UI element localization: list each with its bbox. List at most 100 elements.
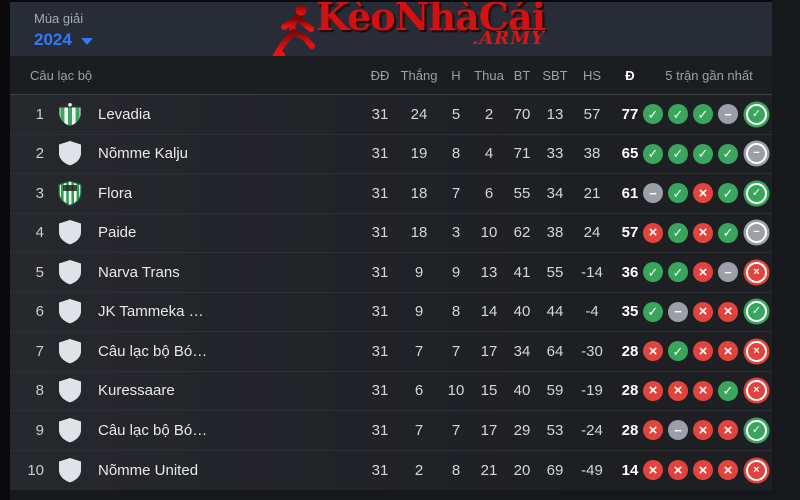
form-cell: × × × × × xyxy=(643,459,772,481)
points-value: 61 xyxy=(621,184,639,202)
points-value: 28 xyxy=(621,382,639,400)
draws-value: 7 xyxy=(451,342,461,360)
draws-value: 8 xyxy=(451,145,461,163)
wins-value: 7 xyxy=(414,342,424,360)
losses-value: 4 xyxy=(484,145,494,163)
draw-icon: − xyxy=(718,262,738,283)
draw-icon: − xyxy=(668,420,688,441)
played-value: 31 xyxy=(371,263,389,281)
win-icon: ✓ xyxy=(718,183,738,204)
club-cell[interactable]: 10 Nõmme United xyxy=(10,457,360,484)
goals-against-value: 33 xyxy=(546,145,564,163)
club-cell[interactable]: 2 Nõmme Kalju xyxy=(10,140,360,167)
table-row[interactable]: 2 Nõmme Kalju 31 19 8 4 71 33 38 65 ✓ ✓ ✓ ✓… xyxy=(10,134,772,174)
table-row[interactable]: 4 Paide 31 18 3 10 62 38 24 57 × ✓ × ✓ − xyxy=(10,213,772,253)
form-cell: × × × ✓ × xyxy=(643,380,772,402)
table-header-row: Câu lạc bộ ĐĐ Thắng H Thua BT SBT HS Đ 5… xyxy=(10,56,772,95)
win-icon: ✓ xyxy=(746,301,767,323)
wins-value: 18 xyxy=(410,224,428,242)
losses-value: 21 xyxy=(480,461,498,479)
header-goal-diff: HS xyxy=(582,67,602,83)
table-row[interactable]: 3 Flora 31 18 7 6 55 34 21 61 − ✓ × ✓ ✓ xyxy=(10,174,772,214)
loss-icon: × xyxy=(746,459,767,481)
points-value: 65 xyxy=(621,145,639,163)
table-row[interactable]: 9 Câu lạc bộ Bó… 31 7 7 17 29 53 -24 28 … xyxy=(10,411,772,451)
club-crest-icon xyxy=(57,219,83,246)
club-cell[interactable]: 9 Câu lạc bộ Bó… xyxy=(10,417,360,444)
played-value: 31 xyxy=(371,382,389,400)
played-value: 31 xyxy=(371,303,389,321)
win-icon: ✓ xyxy=(718,143,738,164)
goal-diff-value: -24 xyxy=(581,421,603,439)
club-name: Narva Trans xyxy=(98,263,180,281)
chevron-down-icon[interactable] xyxy=(80,37,93,45)
win-icon: ✓ xyxy=(746,419,767,441)
club-cell[interactable]: 3 Flora xyxy=(10,180,360,207)
form-cell: × − × × ✓ xyxy=(643,419,772,441)
form-cell: − ✓ × ✓ ✓ xyxy=(643,182,772,204)
loss-icon: × xyxy=(643,420,663,441)
win-icon: ✓ xyxy=(718,380,738,401)
form-cell: ✓ ✓ × − × xyxy=(643,261,772,283)
wins-value: 9 xyxy=(414,303,424,321)
win-icon: ✓ xyxy=(668,262,688,283)
draws-value: 8 xyxy=(451,461,461,479)
club-cell[interactable]: 8 Kuressaare xyxy=(10,377,360,404)
wins-value: 9 xyxy=(414,263,424,281)
draw-icon: − xyxy=(718,104,738,125)
loss-icon: × xyxy=(693,420,713,441)
wins-value: 6 xyxy=(414,382,424,400)
brand-name: KèoNhàCái xyxy=(316,0,546,39)
goals-against-value: 55 xyxy=(546,263,564,281)
header-points: Đ xyxy=(625,67,635,83)
club-name: Kuressaare xyxy=(98,382,175,400)
club-name: Nõmme Kalju xyxy=(98,145,189,163)
draws-value: 8 xyxy=(451,303,461,321)
club-cell[interactable]: 5 Narva Trans xyxy=(10,259,360,286)
losses-value: 17 xyxy=(480,421,498,439)
club-name: Paide xyxy=(98,224,137,242)
table-row[interactable]: 6 JK Tammeka … 31 9 8 14 40 44 -4 35 ✓ − ×… xyxy=(10,292,772,332)
goals-for-value: 20 xyxy=(513,461,531,479)
table-row[interactable]: 7 Câu lạc bộ Bó… 31 7 7 17 34 64 -30 28 … xyxy=(10,332,772,372)
club-cell[interactable]: 7 Câu lạc bộ Bó… xyxy=(10,338,360,365)
loss-icon: × xyxy=(718,460,738,481)
goals-against-value: 59 xyxy=(546,382,564,400)
loss-icon: × xyxy=(746,340,767,362)
table-row[interactable]: 5 Narva Trans 31 9 9 13 41 55 -14 36 ✓ ✓ ×… xyxy=(10,253,772,293)
table-row[interactable]: 10 Nõmme United 31 2 8 21 20 69 -49 14 ×… xyxy=(10,450,772,490)
club-cell[interactable]: 6 JK Tammeka … xyxy=(10,298,360,325)
standings-widget: Mùa giải 2024 xyxy=(10,0,772,490)
goals-for-value: 70 xyxy=(513,105,531,123)
points-value: 57 xyxy=(621,224,639,242)
goal-diff-value: -30 xyxy=(581,342,603,360)
draws-value: 3 xyxy=(451,224,461,242)
rank-label: 1 xyxy=(35,105,44,123)
season-value[interactable]: 2024 xyxy=(34,30,72,49)
draws-value: 10 xyxy=(447,382,465,400)
wins-value: 2 xyxy=(414,461,424,479)
goals-for-value: 41 xyxy=(513,263,531,281)
points-value: 14 xyxy=(621,461,639,479)
losses-value: 2 xyxy=(484,105,494,123)
table-row[interactable]: 1 Levadia 31 24 5 2 70 13 57 77 ✓ ✓ ✓ − ✓ xyxy=(10,95,772,135)
table-row[interactable]: 8 Kuressaare 31 6 10 15 40 59 -19 28 × × ×… xyxy=(10,371,772,411)
draw-icon: − xyxy=(643,183,663,204)
goal-diff-value: -19 xyxy=(581,382,603,400)
loss-icon: × xyxy=(668,380,688,401)
draws-value: 9 xyxy=(451,263,461,281)
points-value: 28 xyxy=(621,421,639,439)
season-selector[interactable]: Mùa giải 2024 xyxy=(34,11,93,50)
club-cell[interactable]: 1 Levadia xyxy=(10,101,360,128)
losses-value: 6 xyxy=(484,184,494,202)
brand-text: KèoNhàCái .ARMY xyxy=(316,0,546,49)
loss-icon: × xyxy=(746,261,767,283)
played-value: 31 xyxy=(371,184,389,202)
club-crest-icon xyxy=(57,140,83,167)
loss-icon: × xyxy=(718,301,738,322)
season-dropdown[interactable]: 2024 xyxy=(34,30,93,50)
win-icon: ✓ xyxy=(668,222,688,243)
club-cell[interactable]: 4 Paide xyxy=(10,219,360,246)
points-value: 77 xyxy=(621,105,639,123)
club-crest-icon xyxy=(57,417,83,444)
